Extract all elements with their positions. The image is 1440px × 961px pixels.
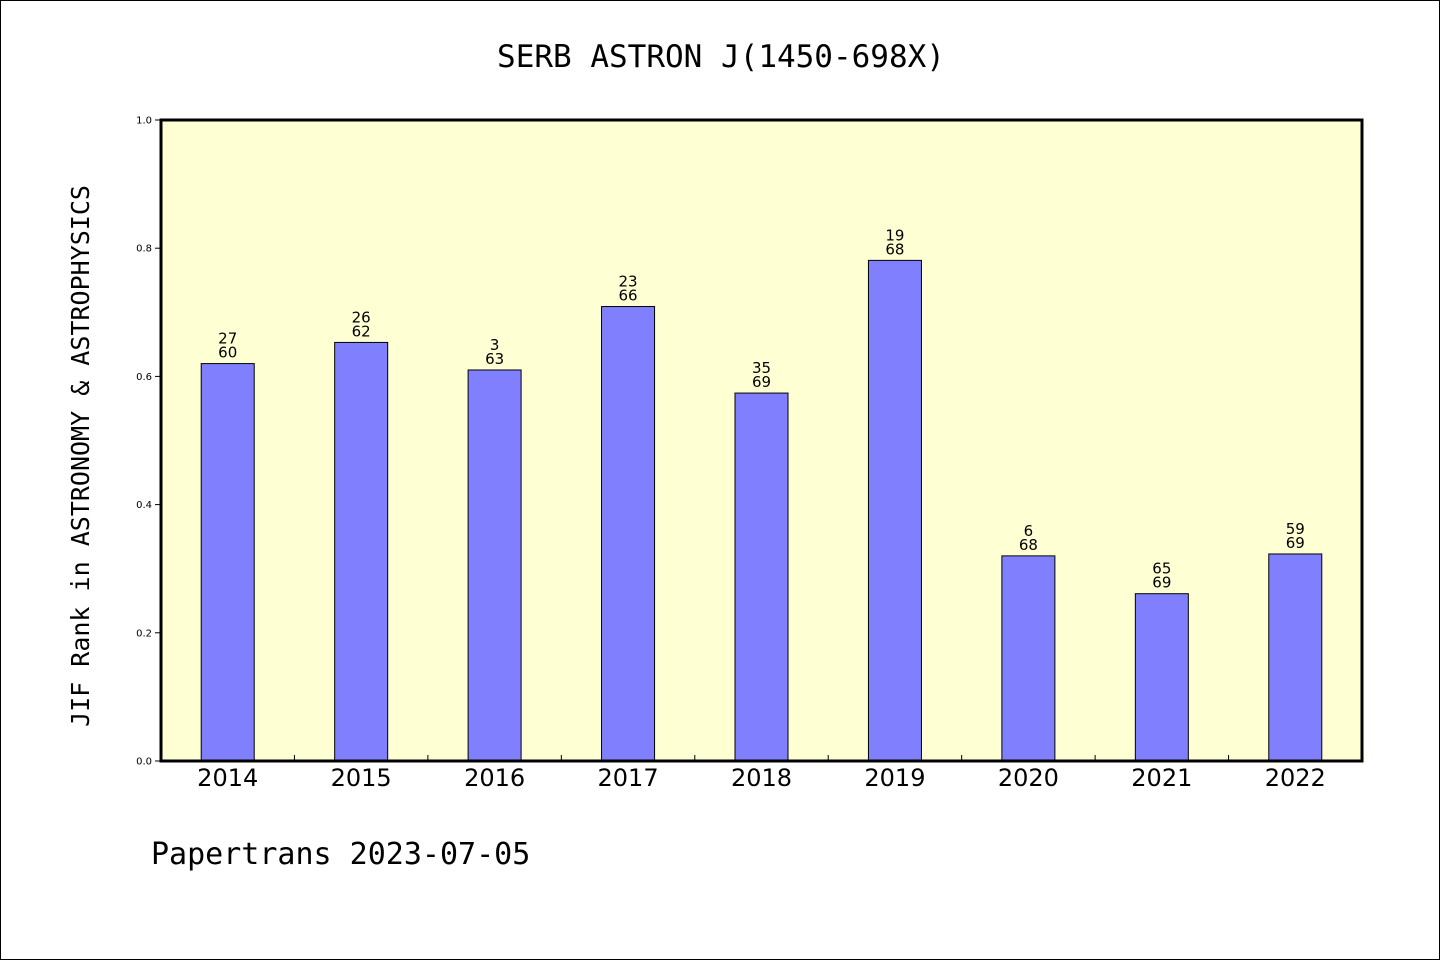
y-tick-label: 0.4 — [136, 500, 152, 511]
bar-2018 — [734, 392, 789, 762]
x-tick-label: 2014 — [197, 764, 258, 792]
bar-total-label: 66 — [619, 287, 638, 305]
bar-total-label: 69 — [1152, 574, 1171, 592]
bar-total-label: 63 — [485, 350, 504, 368]
x-tick-label: 2019 — [864, 764, 925, 792]
bar-rank-label: 23 — [619, 273, 638, 291]
bar-total-label: 68 — [885, 240, 904, 258]
y-axis-label: JIF Rank in ASTRONOMY & ASTROPHYSICS — [66, 185, 95, 727]
bar-total-label: 69 — [752, 373, 771, 391]
bar-rank-label: 3 — [490, 336, 500, 354]
bar-2017 — [601, 306, 656, 762]
chart-title: SERB ASTRON J(1450-698X) — [497, 39, 945, 75]
bar-total-label: 68 — [1019, 536, 1038, 554]
x-tick-label: 2021 — [1131, 764, 1192, 792]
x-tick-label: 2022 — [1265, 764, 1326, 792]
x-tick-label: 2020 — [998, 764, 1059, 792]
bar-total-label: 62 — [352, 322, 371, 340]
bar-rank-label: 27 — [218, 330, 237, 348]
bar-2016 — [467, 369, 522, 762]
plot-border — [159, 118, 1364, 763]
y-tick-label: 0.2 — [136, 628, 152, 639]
bar-2020 — [1001, 555, 1056, 762]
bar-total-label: 69 — [1286, 534, 1305, 552]
bar-2015 — [334, 341, 389, 762]
y-tick-label: 0.8 — [136, 244, 152, 255]
bar-rank-label: 59 — [1286, 520, 1305, 538]
bar-rank-label: 35 — [752, 359, 771, 377]
y-tick-label: 1.0 — [136, 116, 152, 127]
footer-credit: Papertrans 2023-07-05 — [151, 837, 530, 872]
x-tick-label: 2018 — [731, 764, 792, 792]
bar-rank-label: 19 — [885, 226, 904, 244]
y-tick-label: 0.6 — [136, 372, 152, 383]
bar-2014 — [200, 363, 255, 762]
ticks-layer: 0.0 0.2 0.4 0.6 0.8 1.0 2014 2015 2016 2017 2018 20… — [136, 116, 1326, 793]
bar-total-label: 60 — [218, 344, 237, 362]
bar-rank-label: 65 — [1152, 560, 1171, 578]
bar-rank-label: 6 — [1024, 522, 1034, 540]
x-tick-label: 2016 — [464, 764, 525, 792]
bar-2022 — [1268, 553, 1323, 762]
bar-2019 — [867, 259, 922, 762]
bar-2021 — [1134, 593, 1189, 762]
y-tick-label: 0.0 — [136, 757, 152, 768]
x-tick-label: 2015 — [331, 764, 392, 792]
bar-rank-label: 26 — [352, 308, 371, 326]
x-tick-label: 2017 — [598, 764, 659, 792]
